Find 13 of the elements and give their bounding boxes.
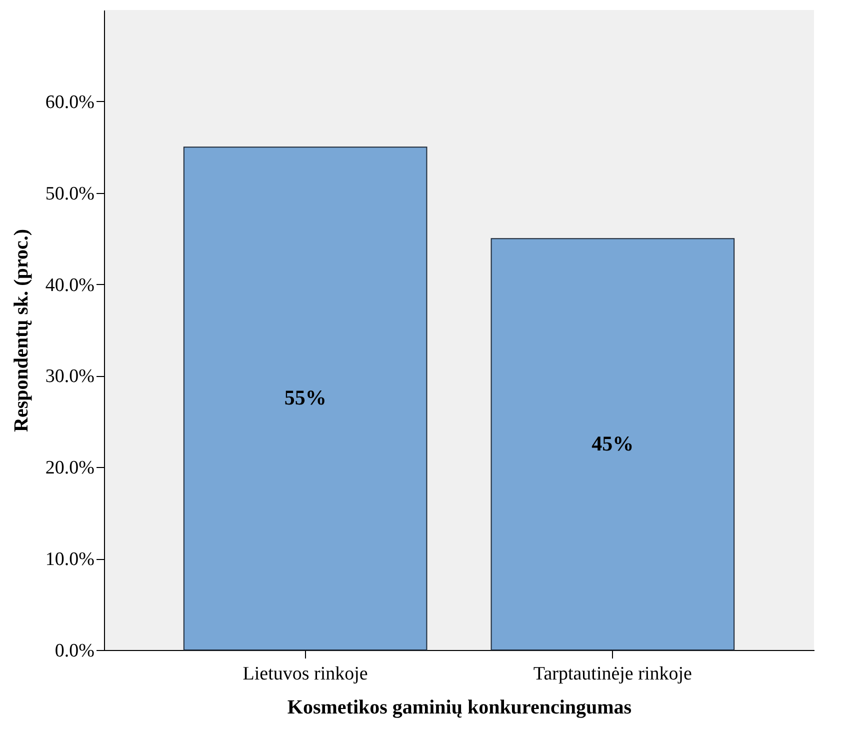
x-tick-label: Tarptautinėje rinkoje [533,664,692,684]
y-tick-label: 50.0% [45,183,95,204]
y-tick-label: 30.0% [45,366,95,388]
data-label: 55% [284,386,326,410]
y-tick-label: 0.0% [54,640,95,662]
x-tick-label: Lietuvos rinkoje [242,664,368,684]
y-tick-label: 20.0% [45,458,95,479]
y-tick-label: 60.0% [45,92,95,113]
y-axis-title: Respondentų sk. (proc.) [10,229,32,432]
x-axis-title: Kosmetikos gaminių konkurencingumas [287,696,632,718]
y-tick-label: 40.0% [45,274,95,296]
y-tick-label: 10.0% [45,549,95,570]
data-label: 45% [592,431,634,456]
